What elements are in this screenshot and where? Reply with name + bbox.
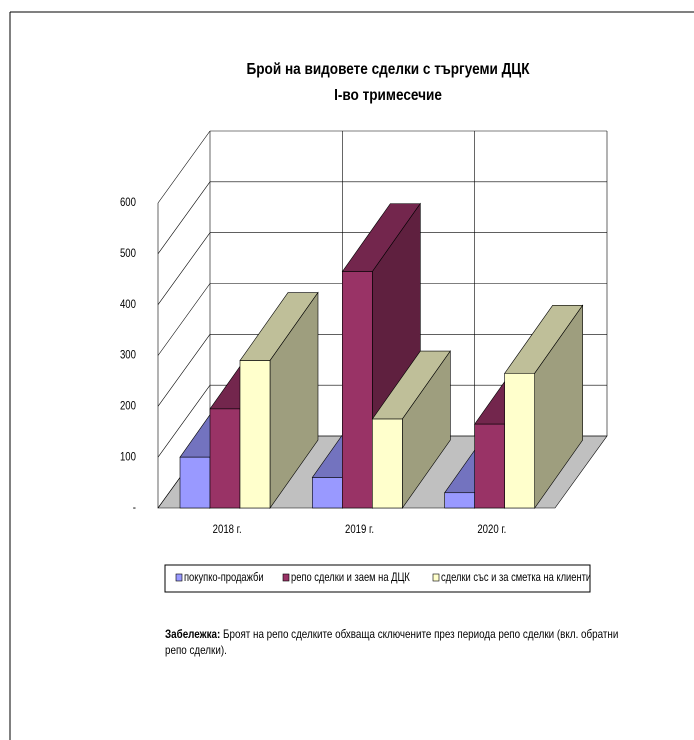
y-tick-label: 600 bbox=[120, 196, 136, 209]
y-tick-label: 300 bbox=[120, 349, 136, 362]
grid-line bbox=[157, 181, 211, 255]
chart-title: Брой на видовете сделки с търгуеми ДЦК bbox=[246, 61, 530, 78]
bar bbox=[179, 456, 211, 509]
bar bbox=[474, 423, 505, 509]
legend-swatch bbox=[175, 573, 183, 582]
grid-line bbox=[157, 232, 211, 305]
bar bbox=[209, 408, 241, 509]
x-tick-label: 2019 г. bbox=[345, 523, 374, 536]
note-text: Броят на репо сделките обхваща сключенит… bbox=[165, 627, 619, 657]
legend-label: покупко-продажби bbox=[184, 571, 264, 584]
legend-swatch bbox=[432, 573, 440, 582]
bar bbox=[504, 372, 535, 509]
bar bbox=[312, 477, 343, 509]
y-tick-label: 400 bbox=[120, 298, 136, 311]
legend-swatch bbox=[282, 573, 290, 582]
legend-box bbox=[164, 564, 591, 593]
grid-line bbox=[157, 384, 211, 458]
grid-line bbox=[157, 283, 211, 356]
chart-subtitle: I-во тримесечие bbox=[334, 87, 442, 104]
note-label: Забележка: bbox=[165, 627, 221, 641]
bar bbox=[372, 418, 403, 509]
legend-label: репо сделки и заем на ДЦК bbox=[291, 571, 410, 584]
grid-line bbox=[157, 130, 211, 204]
y-tick-label: 500 bbox=[120, 247, 136, 260]
y-tick-label: - bbox=[133, 501, 137, 514]
y-tick-label: 100 bbox=[120, 450, 136, 463]
y-tick-label: 200 bbox=[120, 400, 136, 413]
note: Забележка: Броят на репо сделките обхващ… bbox=[165, 626, 624, 658]
x-tick-label: 2018 г. bbox=[213, 523, 242, 536]
legend-label: сделки със и за сметка на клиенти bbox=[441, 571, 591, 584]
grid-line bbox=[157, 334, 211, 407]
bar bbox=[444, 492, 475, 509]
bar bbox=[342, 271, 373, 509]
bar bbox=[239, 360, 271, 509]
x-tick-label: 2020 г. bbox=[477, 523, 506, 536]
